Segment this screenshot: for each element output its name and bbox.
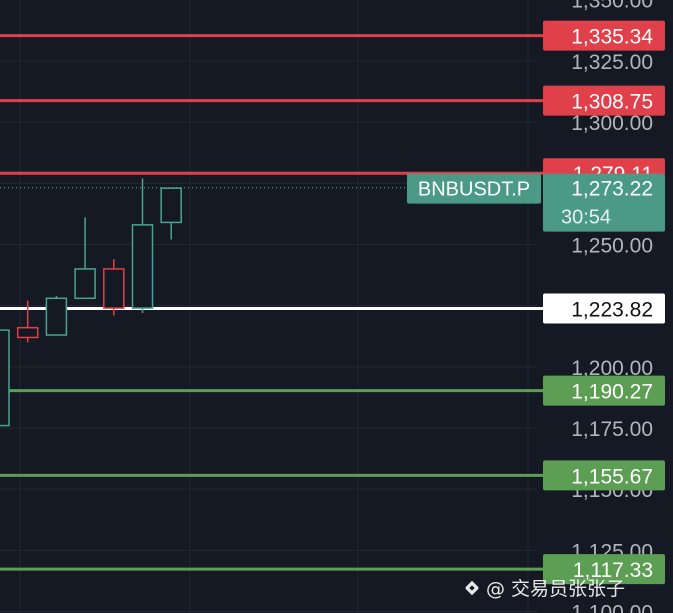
candlestick-series [0, 178, 182, 427]
candle-body [0, 329, 10, 427]
level-tag-label: 1,308.75 [571, 91, 653, 114]
y-tick-label: 1,200.00 [571, 357, 653, 380]
symbol-tag [407, 173, 541, 204]
level-tag [543, 85, 665, 116]
level-tag-label: 1,117.33 [573, 559, 653, 582]
chart-grid [0, 0, 538, 613]
level-tag [543, 20, 665, 51]
level-tag-label: 1,223.82 [571, 299, 653, 322]
bar-countdown-label: 30:54 [561, 207, 611, 229]
y-tick-label: 1,325.00 [571, 51, 653, 74]
level-tag [543, 375, 665, 406]
horizontal-levels: 1,335.341,308.751,279.111,223.821,190.27… [0, 20, 665, 585]
candle-body [74, 268, 96, 300]
level-tag [543, 554, 665, 585]
candle-body [45, 297, 68, 336]
current-price-label: 1,273.22 [571, 178, 653, 201]
binance-logo-icon [465, 580, 479, 595]
level-tag-label: 1,190.27 [571, 381, 653, 404]
candle-body [103, 268, 125, 309]
candle-body [131, 224, 154, 309]
symbol-tag-label: BNBUSDT.P [418, 179, 530, 201]
y-tick-label: 1,175.00 [571, 418, 653, 441]
watermark: @ 交易员张张子 [462, 574, 625, 601]
y-tick-label: 1,100.00 [571, 602, 653, 613]
y-tick-label: 1,350.00 [571, 0, 653, 13]
current-price-group: BNBUSDT.P 1,273.22 30:54 [0, 173, 665, 232]
y-tick-label: 1,300.00 [571, 112, 653, 135]
level-tag [543, 460, 665, 491]
candle-body [16, 326, 39, 339]
level-tag-label: 1,155.67 [571, 465, 653, 488]
watermark-text: @ 交易员张张子 [486, 578, 626, 600]
candle-body [160, 187, 182, 224]
level-tag-label: 1,335.34 [571, 26, 653, 49]
y-tick-label: 1,250.00 [571, 234, 653, 257]
current-price-tag [543, 173, 665, 232]
level-tag [543, 293, 665, 324]
